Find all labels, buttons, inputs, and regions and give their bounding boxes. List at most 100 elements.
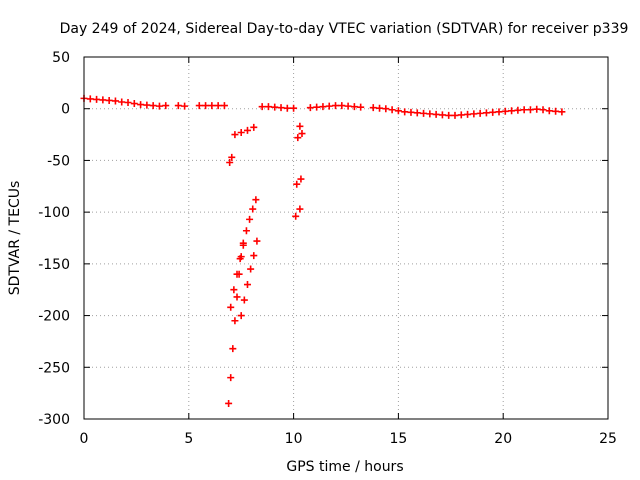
data-point [407,108,415,116]
y-tick-label: -150 [38,257,70,273]
data-point [227,374,235,382]
data-point [99,96,107,104]
data-point [489,108,497,116]
data-point [247,265,255,273]
data-point [137,101,145,109]
data-point [124,99,132,107]
data-point [457,111,465,119]
data-point [277,104,285,112]
data-point [420,109,428,117]
data-point [394,107,402,115]
data-point [243,281,251,289]
data-point [229,345,237,353]
data-point [253,237,261,245]
data-point [413,109,421,117]
data-point [401,108,409,116]
data-point [239,241,247,249]
data-point [296,205,304,213]
data-point [464,110,472,118]
data-point [495,108,503,116]
y-tick-label: -100 [38,205,70,221]
y-tick-label: -300 [38,412,70,428]
y-tick-label: -50 [47,153,70,169]
data-point [233,293,241,301]
y-axis-label: SDTVAR / TECUs [7,181,23,296]
data-point [306,104,314,112]
data-point [236,255,244,263]
data-point [558,108,566,116]
data-point [181,102,189,110]
data-marks [80,94,566,407]
data-point [313,103,321,111]
data-point [438,111,446,119]
data-point [243,126,251,134]
data-point [350,103,358,111]
y-tick-label: -200 [38,309,70,325]
grid-lines [84,57,608,419]
data-point [130,100,138,108]
data-point [296,122,304,130]
data-point [250,252,258,260]
data-point [237,312,245,320]
data-point [118,98,126,106]
data-point [482,109,490,117]
x-tick-label: 10 [285,431,303,447]
chart-title: Day 249 of 2024, Sidereal Day-to-day VTE… [60,21,629,37]
data-point [264,103,272,111]
data-point [298,130,306,138]
data-point [105,96,113,104]
data-point [228,153,236,161]
data-point [332,102,340,110]
data-point [514,106,522,114]
data-point [426,110,434,118]
data-point [149,102,157,110]
data-point [382,105,390,113]
data-point [227,303,235,311]
data-point [231,317,239,325]
data-point [297,175,305,183]
data-point [246,215,254,223]
data-point [545,107,553,115]
data-point [230,286,238,294]
data-point [319,103,327,111]
data-point [233,270,241,278]
data-point [445,111,453,119]
data-point [283,104,291,112]
data-point [208,102,216,110]
data-point [476,109,484,117]
data-point [214,102,222,110]
y-tick-label: 50 [52,50,70,66]
data-point [292,212,300,220]
data-point [526,106,534,114]
y-tick-label: 0 [61,102,70,118]
x-tick-label: 0 [80,431,89,447]
data-point [271,103,279,111]
data-point [338,102,346,110]
data-point [226,158,234,166]
x-tick-label: 5 [184,431,193,447]
data-point [237,129,245,137]
data-point [539,106,547,114]
data-point [93,95,101,103]
data-point [195,102,203,110]
data-point [174,102,182,110]
data-point [290,104,298,112]
data-point [470,110,478,118]
data-point [162,102,170,110]
x-axis-label: GPS time / hours [286,459,403,475]
y-tick-label: -250 [38,360,70,376]
data-point [552,107,560,115]
data-point [225,399,233,407]
data-point [294,134,302,142]
data-point [252,196,260,204]
data-point [369,104,377,112]
data-point [111,97,119,105]
data-point [432,110,440,118]
data-point [86,95,94,103]
data-point [533,105,541,113]
data-point [242,227,250,235]
data-point [325,102,333,110]
data-point [520,106,528,114]
